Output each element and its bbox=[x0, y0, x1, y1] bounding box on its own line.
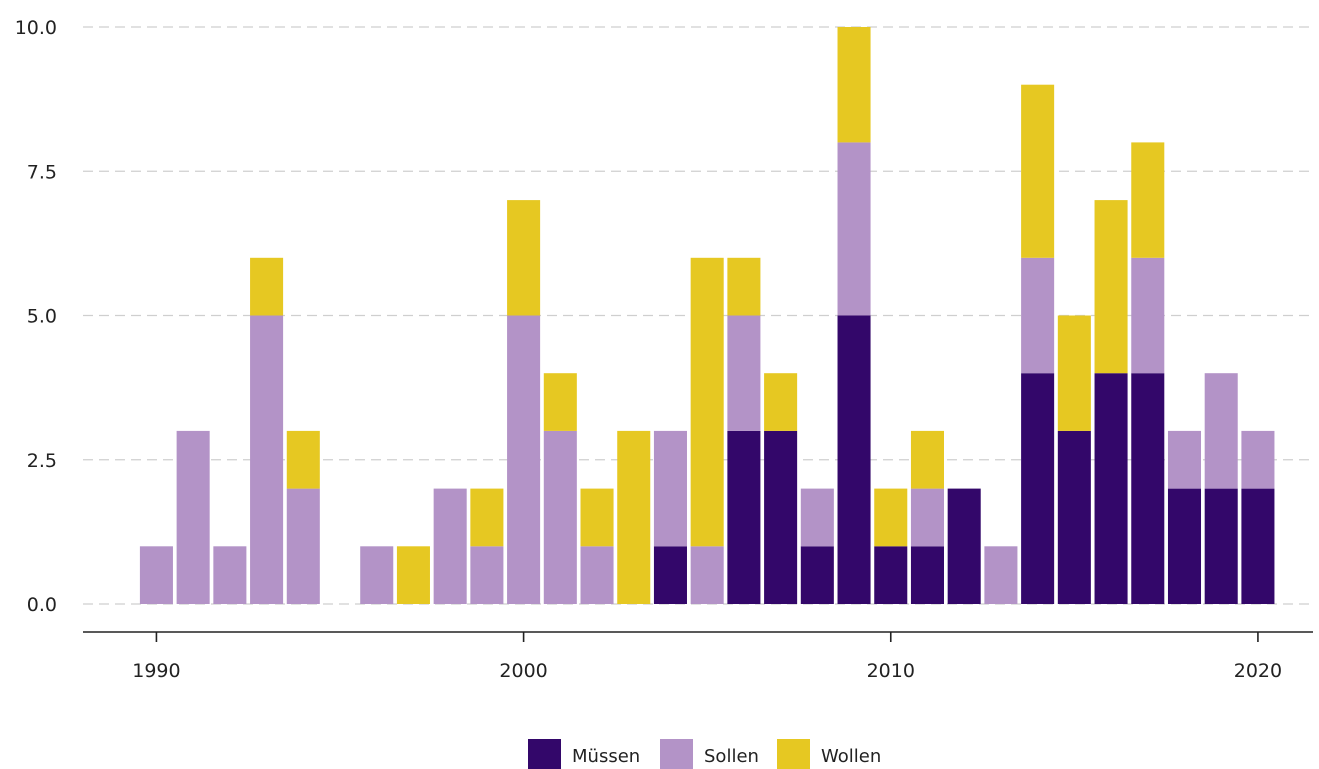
bar-1993-sollen bbox=[250, 315, 284, 604]
legend-swatch bbox=[777, 739, 810, 769]
bar-2020-mssen bbox=[1241, 488, 1275, 604]
x-axis: 1990 2000 2010 2020 bbox=[83, 631, 1313, 682]
bar-2002-wollen bbox=[580, 488, 614, 547]
bar-1990-sollen bbox=[139, 546, 173, 604]
y-tick-label: 10.0 bbox=[15, 17, 57, 39]
legend-item-mssen: Müssen bbox=[528, 739, 640, 769]
bar-2011-mssen bbox=[910, 546, 944, 604]
bar-2016-mssen bbox=[1094, 373, 1128, 604]
bar-1999-wollen bbox=[470, 488, 504, 547]
bar-2006-wollen bbox=[727, 257, 761, 316]
x-tick-label: 2020 bbox=[1234, 660, 1282, 682]
bar-2015-mssen bbox=[1057, 430, 1091, 604]
x-tick-label: 2010 bbox=[867, 660, 915, 682]
bar-2019-sollen bbox=[1204, 373, 1238, 489]
bar-2008-mssen bbox=[800, 546, 834, 604]
bar-2009-wollen bbox=[837, 27, 871, 143]
bar-1997-wollen bbox=[396, 546, 430, 604]
y-tick-label: 5.0 bbox=[27, 306, 57, 328]
bar-2001-sollen bbox=[543, 430, 577, 604]
bar-2014-wollen bbox=[1021, 84, 1055, 258]
bar-2017-wollen bbox=[1131, 142, 1165, 258]
legend-swatch bbox=[528, 739, 561, 769]
legend-item-sollen: Sollen bbox=[660, 739, 759, 769]
bar-1996-sollen bbox=[360, 546, 394, 604]
bar-1994-wollen bbox=[286, 430, 320, 489]
bar-2010-mssen bbox=[874, 546, 908, 604]
legend-label: Müssen bbox=[572, 746, 640, 767]
legend-label: Wollen bbox=[821, 746, 881, 767]
y-axis-tick-labels: 0.0 2.5 5.0 7.5 10.0 bbox=[15, 17, 57, 616]
bar-2004-sollen bbox=[653, 430, 687, 547]
bar-2012-mssen bbox=[947, 488, 981, 604]
bar-2010-wollen bbox=[874, 488, 908, 547]
bar-2005-wollen bbox=[690, 257, 724, 547]
bar-2005-sollen bbox=[690, 546, 724, 604]
bar-1994-sollen bbox=[286, 488, 320, 604]
bar-2001-wollen bbox=[543, 373, 577, 431]
legend-item-wollen: Wollen bbox=[777, 739, 881, 769]
bar-2008-sollen bbox=[800, 488, 834, 547]
bar-2017-mssen bbox=[1131, 373, 1165, 604]
bar-2004-mssen bbox=[653, 546, 687, 604]
bar-2014-mssen bbox=[1021, 373, 1055, 604]
bar-2019-mssen bbox=[1204, 488, 1238, 604]
bar-2003-wollen bbox=[617, 430, 651, 604]
y-tick-label: 7.5 bbox=[27, 161, 57, 183]
bar-2016-wollen bbox=[1094, 200, 1128, 374]
bar-1992-sollen bbox=[213, 546, 247, 604]
legend: Müssen Sollen Wollen bbox=[528, 739, 881, 769]
bar-2018-sollen bbox=[1167, 430, 1202, 489]
bar-2006-mssen bbox=[727, 430, 761, 604]
bar-2017-sollen bbox=[1131, 257, 1165, 374]
bar-2006-sollen bbox=[727, 315, 761, 431]
bars bbox=[139, 27, 1275, 604]
bar-2009-mssen bbox=[837, 315, 871, 604]
y-tick-label: 0.0 bbox=[27, 594, 57, 616]
bar-2007-wollen bbox=[764, 373, 798, 431]
bar-2002-sollen bbox=[580, 546, 614, 604]
bar-2015-wollen bbox=[1057, 315, 1091, 431]
bar-2020-sollen bbox=[1241, 430, 1275, 489]
bar-1999-sollen bbox=[470, 546, 504, 604]
y-tick-label: 2.5 bbox=[27, 450, 57, 472]
bar-2014-sollen bbox=[1021, 257, 1055, 374]
bar-2011-wollen bbox=[910, 430, 944, 489]
bar-2007-mssen bbox=[764, 430, 798, 604]
legend-swatch bbox=[660, 739, 693, 769]
bar-2000-sollen bbox=[507, 315, 541, 604]
bar-1991-sollen bbox=[176, 430, 210, 604]
x-tick-label: 2000 bbox=[499, 660, 547, 682]
bar-1993-wollen bbox=[250, 257, 284, 316]
bar-2000-wollen bbox=[507, 200, 541, 316]
x-tick-label: 1990 bbox=[132, 660, 180, 682]
legend-label: Sollen bbox=[704, 746, 759, 767]
bar-2018-mssen bbox=[1167, 488, 1202, 604]
bar-2009-sollen bbox=[837, 142, 871, 316]
bar-2013-sollen bbox=[984, 546, 1018, 604]
bar-1998-sollen bbox=[433, 488, 467, 604]
bar-2011-sollen bbox=[910, 488, 944, 547]
